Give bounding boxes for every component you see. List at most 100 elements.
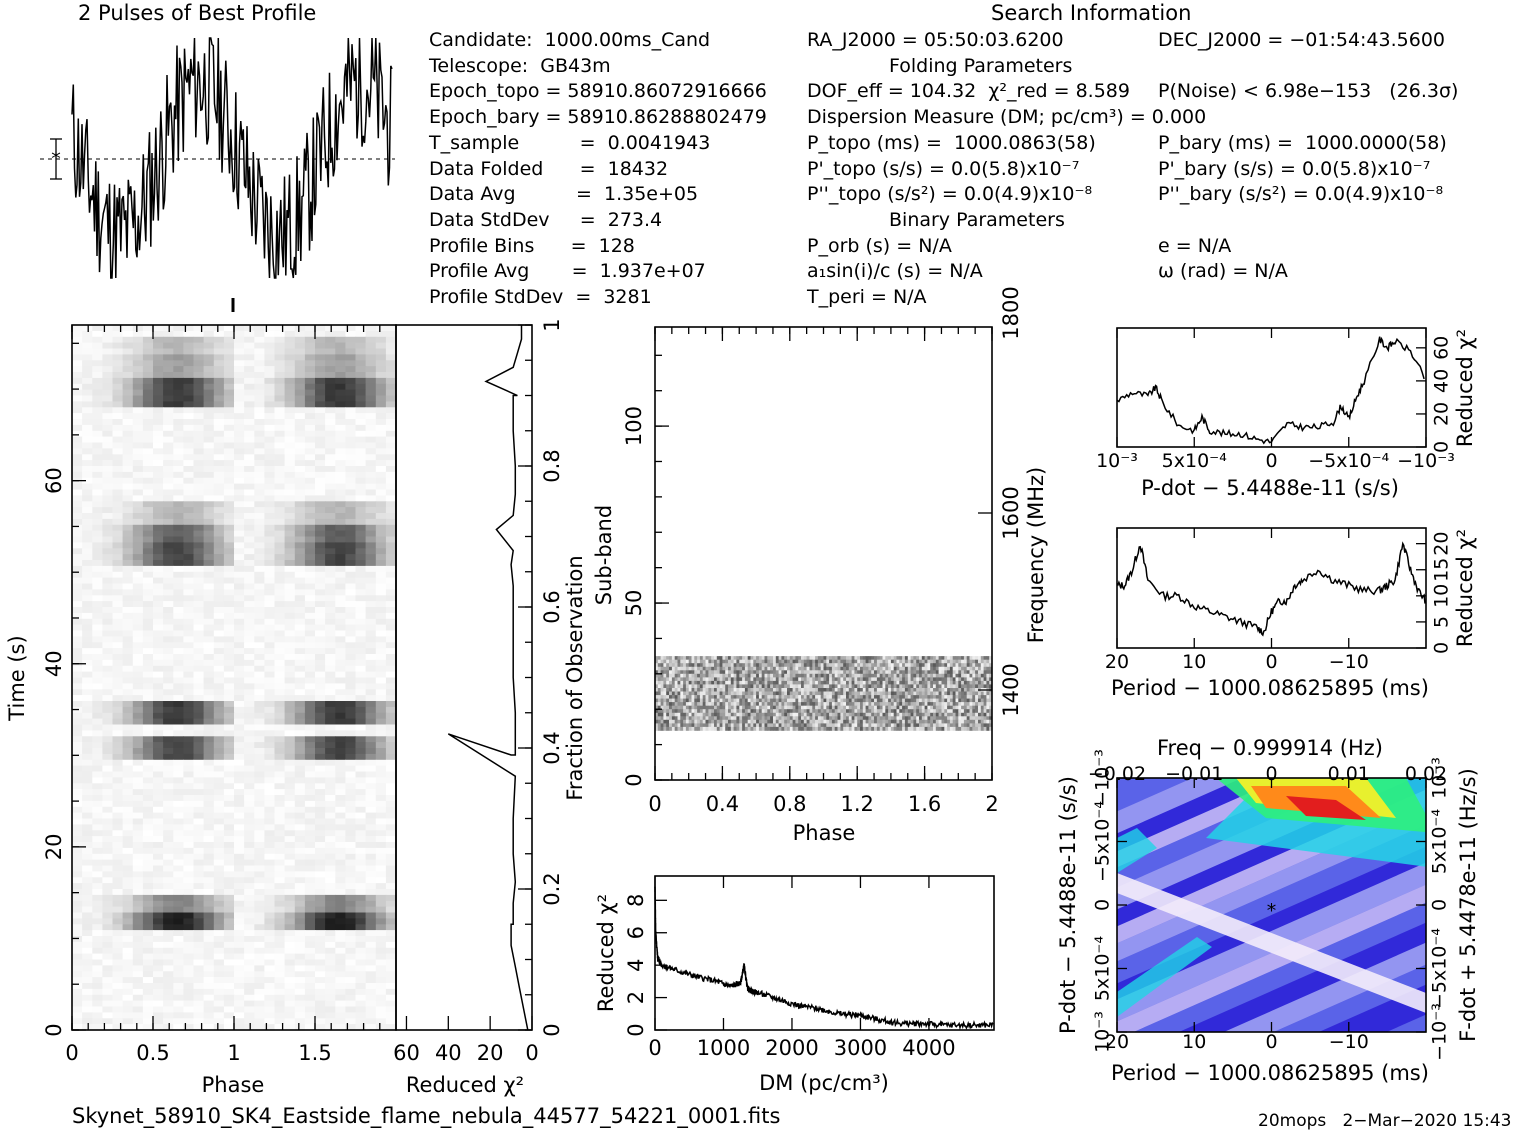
heatmap-cell bbox=[294, 659, 306, 667]
heatmap-cell bbox=[244, 571, 255, 579]
heatmap-cell bbox=[879, 659, 883, 664]
heatmap-cell bbox=[173, 924, 184, 931]
heatmap-cell bbox=[699, 663, 704, 668]
heatmap-cell bbox=[163, 413, 174, 420]
heatmap-cell bbox=[112, 624, 124, 632]
heatmap-cell bbox=[345, 471, 357, 479]
heatmap-cell bbox=[153, 442, 164, 449]
heatmap-cell bbox=[325, 771, 336, 778]
heatmap-cell bbox=[385, 736, 397, 743]
heatmap-cell bbox=[122, 483, 134, 491]
heatmap-cell bbox=[688, 680, 692, 685]
heatmap-cell bbox=[102, 507, 114, 514]
heatmap-cell bbox=[193, 612, 205, 620]
heatmap-cell bbox=[193, 477, 205, 485]
heatmap-cell bbox=[989, 670, 993, 675]
heatmap-cell bbox=[82, 348, 93, 355]
heatmap-cell bbox=[812, 680, 816, 685]
heatmap-cell bbox=[747, 677, 751, 682]
heatmap-cell bbox=[102, 571, 114, 579]
heatmap-cell bbox=[385, 753, 397, 761]
heatmap-cell bbox=[163, 994, 174, 1002]
heatmap-cell bbox=[365, 988, 377, 996]
heatmap-cell bbox=[193, 777, 205, 784]
heatmap-cell bbox=[714, 663, 718, 668]
heatmap-cell bbox=[294, 918, 306, 925]
heatmap-cell bbox=[112, 906, 124, 914]
heatmap-cell bbox=[254, 524, 265, 532]
heatmap-cell bbox=[385, 460, 397, 467]
heatmap-cell bbox=[806, 656, 810, 660]
heatmap-cell bbox=[355, 701, 367, 708]
heatmap-cell bbox=[955, 659, 959, 664]
heatmap-cell bbox=[234, 712, 245, 720]
heatmap-cell bbox=[234, 366, 245, 373]
heatmap-cell bbox=[978, 656, 982, 660]
heatmap-cell bbox=[274, 495, 286, 502]
heatmap-cell bbox=[264, 419, 276, 426]
heatmap-cell bbox=[153, 730, 164, 737]
heatmap-cell bbox=[899, 666, 903, 671]
heatmap-cell bbox=[142, 712, 154, 720]
heatmap-cell bbox=[183, 1006, 195, 1013]
heatmap-cell bbox=[234, 372, 245, 379]
heatmap-cell bbox=[163, 366, 174, 373]
heatmap-cell bbox=[789, 656, 793, 660]
heatmap-cell bbox=[294, 812, 306, 820]
heatmap-cell bbox=[142, 407, 154, 414]
heatmap-cell bbox=[851, 663, 855, 668]
heatmap-cell bbox=[284, 665, 296, 673]
heatmap-cell bbox=[795, 680, 799, 685]
heatmap-cell bbox=[92, 542, 103, 549]
heatmap-cell bbox=[284, 454, 296, 461]
heatmap-cell bbox=[112, 783, 124, 790]
heatmap-cell bbox=[112, 413, 124, 420]
heatmap-cell bbox=[669, 670, 673, 675]
heatmap-cell bbox=[193, 413, 205, 420]
heatmap-cell bbox=[254, 377, 265, 385]
heatmap-cell bbox=[854, 656, 858, 660]
heatmap-cell bbox=[122, 800, 134, 808]
heatmap-cell bbox=[655, 670, 659, 675]
heatmap-cell bbox=[952, 677, 956, 682]
heatmap-cell bbox=[758, 666, 763, 671]
heatmap-cell bbox=[355, 936, 367, 943]
heatmap-cell bbox=[72, 865, 83, 872]
heatmap-cell bbox=[112, 1006, 124, 1013]
heatmap-cell bbox=[865, 666, 869, 671]
heatmap-cell bbox=[697, 684, 701, 689]
heatmap-cell bbox=[82, 612, 93, 620]
heatmap-cell bbox=[203, 471, 215, 479]
heatmap-cell bbox=[254, 454, 265, 461]
heatmap-cell bbox=[193, 436, 205, 444]
heatmap-cell bbox=[355, 630, 367, 637]
heatmap-cell bbox=[680, 666, 684, 671]
heatmap-cell bbox=[385, 783, 397, 790]
heatmap-cell bbox=[132, 430, 144, 438]
heatmap-cell bbox=[274, 654, 286, 661]
heatmap-cell bbox=[274, 454, 286, 461]
heatmap-cell bbox=[697, 663, 701, 668]
heatmap-cell bbox=[112, 724, 124, 731]
heatmap-cell bbox=[385, 1018, 397, 1025]
heatmap-cell bbox=[153, 748, 164, 755]
heatmap-cell bbox=[244, 818, 255, 825]
heatmap-cell bbox=[254, 624, 265, 632]
heatmap-cell bbox=[708, 670, 712, 675]
heatmap-cell bbox=[244, 413, 255, 420]
heatmap-cell bbox=[691, 663, 695, 668]
heatmap-cell bbox=[193, 965, 205, 972]
heatmap-cell bbox=[122, 460, 134, 467]
heatmap-cell bbox=[264, 706, 276, 714]
heatmap-cell bbox=[112, 877, 124, 884]
heatmap-cell bbox=[694, 680, 698, 685]
heatmap-cell bbox=[385, 560, 397, 567]
heatmap-cell bbox=[254, 589, 265, 596]
heatmap-cell bbox=[193, 454, 205, 461]
heatmap-cell bbox=[294, 442, 306, 449]
heatmap-cell bbox=[983, 666, 987, 671]
heatmap-cell bbox=[930, 663, 934, 668]
heatmap-cell bbox=[203, 383, 215, 391]
heatmap-cell bbox=[153, 424, 164, 432]
heatmap-cell bbox=[203, 554, 215, 561]
